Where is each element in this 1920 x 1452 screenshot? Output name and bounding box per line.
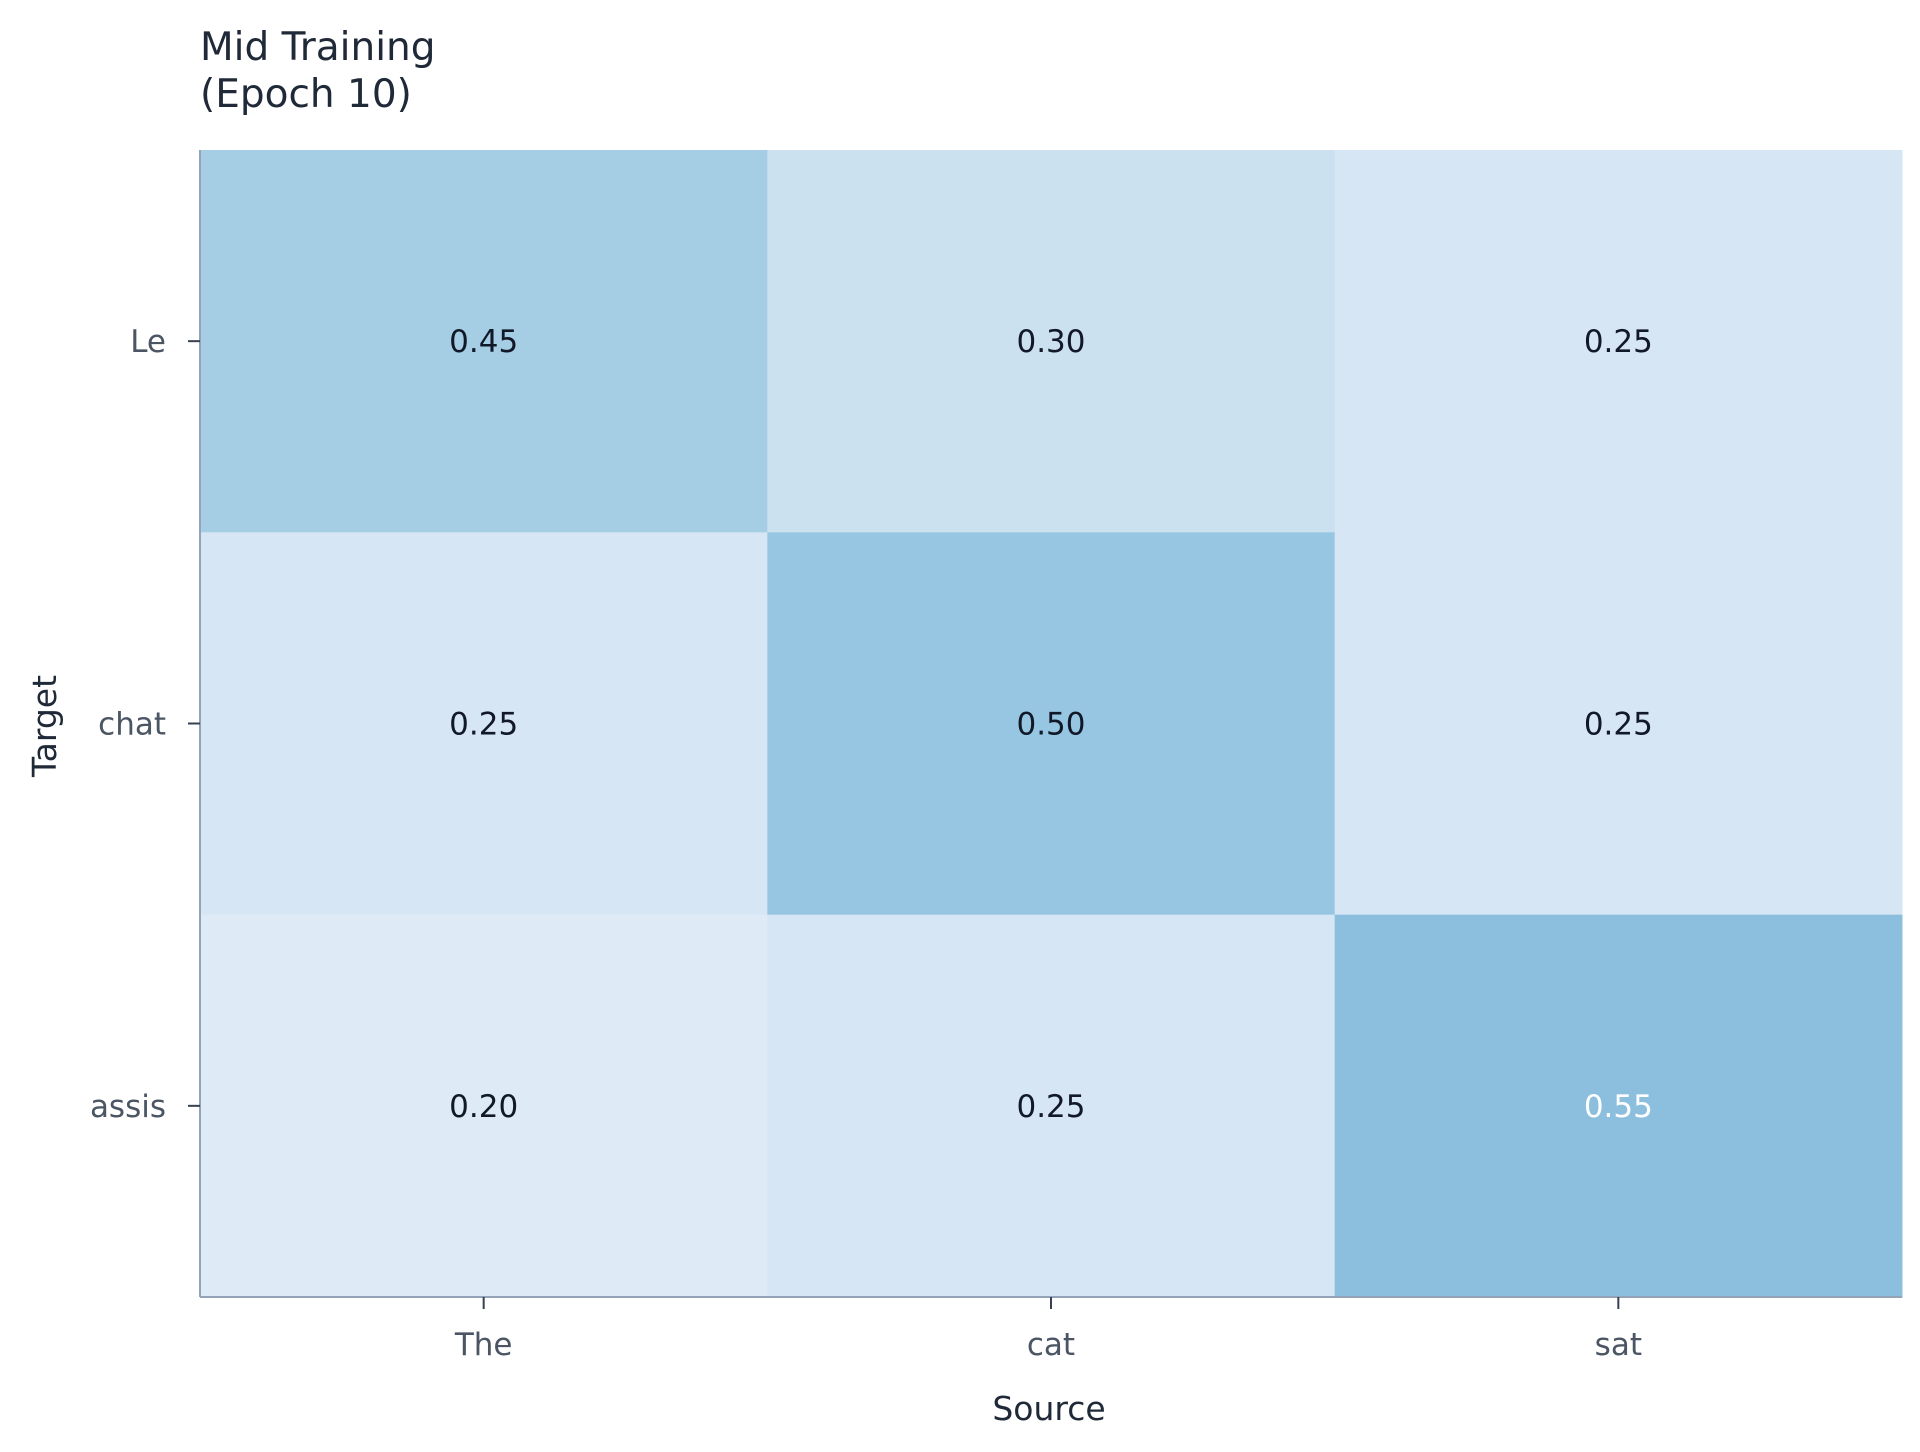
- y-tick-label-2: assis: [90, 1089, 166, 1125]
- cell-value-label-2-2: 0.55: [1584, 1089, 1653, 1125]
- cell-value-label-2-1: 0.25: [1016, 1089, 1085, 1125]
- heatmap-cell-0-2: [1334, 150, 1903, 533]
- heatmap-cell-labels: 0.45 0.30 0.25 0.25 0.50 0.25 0.20 0.25 0.55: [449, 324, 1653, 1125]
- heatmap-cell-0-0: [200, 150, 768, 533]
- x-axis-label: Source: [992, 1389, 1105, 1428]
- y-tick-label-0: Le: [130, 324, 166, 360]
- cell-value-label-0-2: 0.25: [1584, 324, 1653, 360]
- chart-title-line-1: Mid Training: [200, 25, 436, 70]
- x-tick-label-0: The: [454, 1327, 513, 1363]
- heatmap-cell-1-2: [1334, 532, 1903, 916]
- y-axis-label: Target: [25, 675, 64, 778]
- heatmap-cell-2-1: [767, 914, 1336, 1298]
- cell-value-label-1-2: 0.25: [1584, 707, 1653, 743]
- cell-value-label-0-0: 0.45: [449, 324, 518, 360]
- x-tick-label-2: sat: [1595, 1327, 1642, 1363]
- heatmap-cell-0-1: [767, 150, 1336, 533]
- cell-value-label-0-1: 0.30: [1016, 324, 1085, 360]
- heatmap-cell-2-0: [200, 914, 768, 1298]
- heatmap-cells: [200, 150, 1903, 1298]
- chart-title-line-2: (Epoch 10): [200, 72, 412, 117]
- heatmap-axes: The cat sat Le chat assis: [90, 150, 1902, 1363]
- y-tick-label-1: chat: [98, 707, 166, 743]
- cell-value-label-2-0: 0.20: [449, 1089, 518, 1125]
- cell-value-label-1-1: 0.50: [1016, 707, 1085, 743]
- x-tick-label-1: cat: [1027, 1327, 1075, 1363]
- heatmap-cell-2-2: [1334, 914, 1903, 1298]
- heatmap-cell-1-0: [200, 532, 768, 916]
- heatmap-cell-1-1: [767, 532, 1336, 916]
- cell-value-label-1-0: 0.25: [449, 707, 518, 743]
